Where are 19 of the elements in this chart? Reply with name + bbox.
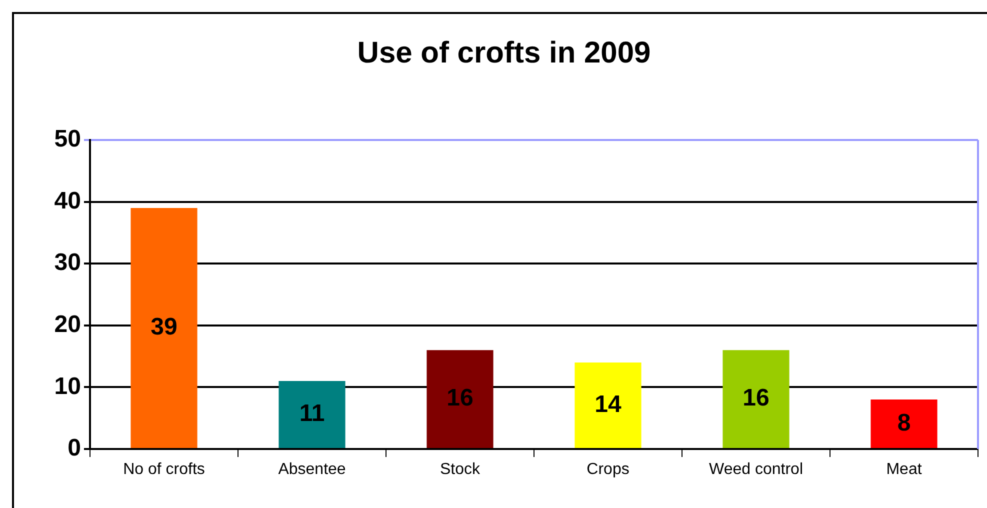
data-label: 11 bbox=[299, 400, 325, 428]
chart-title: Use of crofts in 2009 bbox=[357, 36, 651, 70]
y-tick-label: 20 bbox=[54, 311, 81, 338]
x-tick-label: Absentee bbox=[278, 461, 346, 478]
x-tick-label: Weed control bbox=[709, 461, 803, 478]
data-label: 16 bbox=[446, 384, 474, 412]
x-tick-label: No of crofts bbox=[123, 461, 205, 478]
y-tick-label: 50 bbox=[54, 126, 81, 153]
y-tick-label: 0 bbox=[68, 434, 81, 462]
y-tick-label: 10 bbox=[54, 372, 81, 400]
y-tick-label: 30 bbox=[54, 249, 81, 276]
x-tick-label: Meat bbox=[886, 461, 922, 478]
data-label: 8 bbox=[897, 409, 911, 436]
data-label: 14 bbox=[594, 390, 622, 418]
x-tick-label: Crops bbox=[586, 461, 630, 478]
data-label: 39 bbox=[150, 314, 178, 341]
x-tick-label: Stock bbox=[440, 461, 482, 478]
data-label: 16 bbox=[742, 384, 770, 412]
y-tick-label: 40 bbox=[54, 187, 81, 214]
